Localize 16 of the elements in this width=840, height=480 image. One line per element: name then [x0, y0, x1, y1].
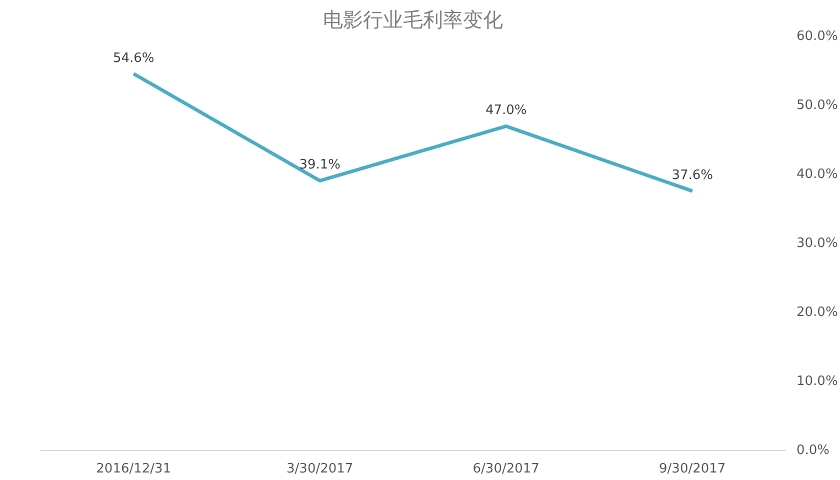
x-tick-label: 2016/12/31 — [96, 462, 172, 476]
data-label: 54.6% — [112, 50, 154, 66]
y-tick-label: 10.0% — [796, 374, 838, 389]
chart-title: 电影行业毛利率变化 — [323, 8, 503, 32]
data-label: 47.0% — [485, 103, 527, 118]
data-label: 37.6% — [672, 168, 714, 184]
y-tick-label: 20.0% — [796, 305, 838, 320]
y-tick-label: 50.0% — [796, 98, 838, 113]
y-tick-label: 0.0% — [796, 443, 830, 458]
x-tick-label: 9/30/2017 — [659, 462, 726, 476]
y-tick-label: 30.0% — [796, 236, 838, 251]
y-tick-label: 60.0% — [796, 29, 838, 44]
x-tick-label: 6/30/2017 — [472, 462, 540, 476]
x-tick-label: 3/30/2017 — [286, 462, 354, 476]
y-tick-label: 40.0% — [796, 167, 838, 182]
data-label: 39.1% — [299, 158, 341, 173]
